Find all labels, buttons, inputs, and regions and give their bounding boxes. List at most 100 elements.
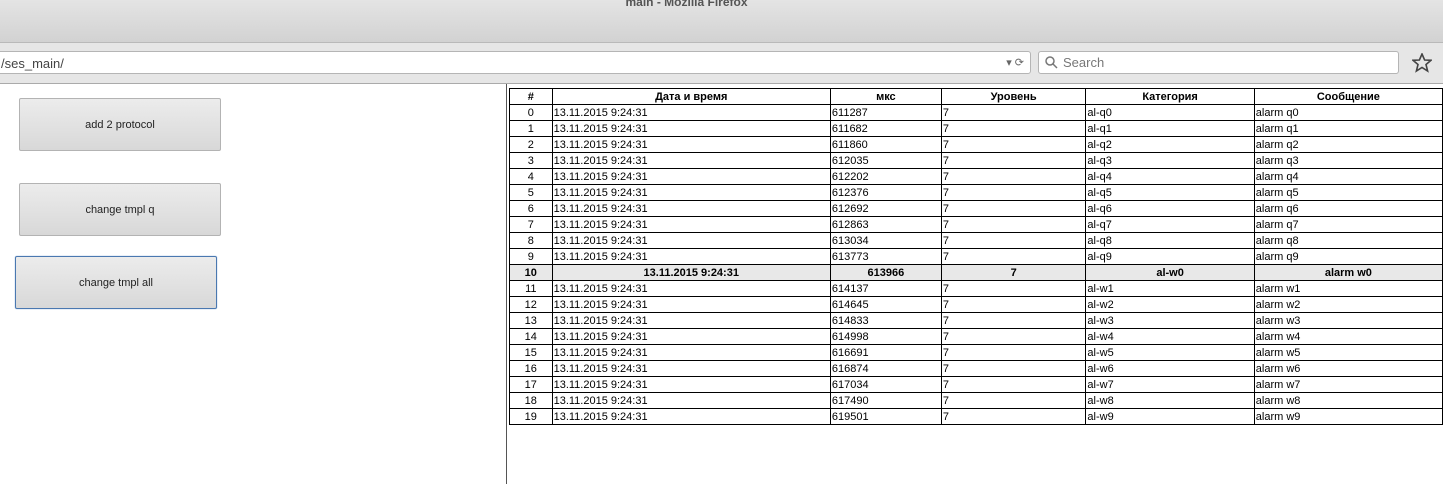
table-cell: alarm q7 (1253, 216, 1443, 233)
table-cell: al-w8 (1085, 392, 1255, 409)
table-cell: 7 (940, 264, 1087, 281)
table-cell: 7 (940, 184, 1087, 201)
table-cell: 611682 (829, 120, 942, 137)
table-cell: al-q6 (1085, 200, 1255, 217)
column-header: Уровень (940, 88, 1087, 105)
table-cell: 8 (509, 232, 553, 249)
table-cell: 612035 (829, 152, 942, 169)
table-row: 5 13.11.2015 9:24:31 612376 7 al-q5 alarm q5 (509, 184, 1443, 201)
table-row: 11 13.11.2015 9:24:31 614137 7 al-w1 alarm w1 (509, 280, 1443, 297)
table-cell: 13.11.2015 9:24:31 (551, 136, 831, 153)
table-cell: 13.11.2015 9:24:31 (551, 408, 831, 425)
table-cell: 7 (940, 104, 1087, 121)
table-cell: alarm q9 (1253, 248, 1443, 265)
table-cell: 18 (509, 392, 553, 409)
table-cell: 7 (940, 216, 1087, 233)
table-cell: 13.11.2015 9:24:31 (551, 168, 831, 185)
table-cell: al-q8 (1085, 232, 1255, 249)
table-cell: 7 (940, 168, 1087, 185)
table-cell: 614833 (829, 312, 942, 329)
table-cell: 13.11.2015 9:24:31 (551, 392, 831, 409)
table-cell: al-w1 (1085, 280, 1255, 297)
table-cell: 7 (940, 120, 1087, 137)
table-cell: 7 (940, 312, 1087, 329)
search-placeholder: Search (1063, 55, 1105, 70)
table-cell: 613034 (829, 232, 942, 249)
table-cell: 13.11.2015 9:24:31 (551, 184, 831, 201)
table-cell: alarm w0 (1253, 264, 1443, 281)
url-bar[interactable]: /ses_main/ ▾ ⟳ (0, 51, 1031, 74)
table-cell: 614645 (829, 296, 942, 313)
table-cell: al-w6 (1085, 360, 1255, 377)
table-cell: al-w2 (1085, 296, 1255, 313)
table-cell: 16 (509, 360, 553, 377)
bookmark-star[interactable] (1412, 53, 1432, 73)
table-cell: 19 (509, 408, 553, 425)
table-cell: 612863 (829, 216, 942, 233)
table-cell: al-q9 (1085, 248, 1255, 265)
table-cell: 613773 (829, 248, 942, 265)
table-cell: 17 (509, 376, 553, 393)
table-cell: 13.11.2015 9:24:31 (551, 104, 831, 121)
table-cell: 6 (509, 200, 553, 217)
table-cell: alarm q5 (1253, 184, 1443, 201)
table-cell: al-w7 (1085, 376, 1255, 393)
url-icons[interactable]: ▾ ⟳ (1006, 57, 1024, 69)
table-cell: 7 (940, 232, 1087, 249)
table-cell: alarm w5 (1253, 344, 1443, 361)
table-row: 2 13.11.2015 9:24:31 611860 7 al-q2 alarm q2 (509, 136, 1443, 153)
table-cell: 0 (509, 104, 553, 121)
table-row: 15 13.11.2015 9:24:31 616691 7 al-w5 alarm w5 (509, 344, 1443, 361)
table-cell: 616691 (829, 344, 942, 361)
button[interactable]: change tmpl q (19, 183, 221, 236)
title-bar: main - Mozilla Firefox (0, 0, 1443, 43)
table-cell: 13.11.2015 9:24:31 (551, 328, 831, 345)
table-cell: 13.11.2015 9:24:31 (551, 200, 831, 217)
nav-bar: /ses_main/ ▾ ⟳ Search (0, 43, 1443, 84)
table-row: 12 13.11.2015 9:24:31 614645 7 al-w2 alarm w2 (509, 296, 1443, 313)
table-row: 4 13.11.2015 9:24:31 612202 7 al-q4 alarm q4 (509, 168, 1443, 185)
table-cell: 7 (940, 376, 1087, 393)
table-cell: 13.11.2015 9:24:31 (551, 264, 831, 281)
table-cell: 13.11.2015 9:24:31 (551, 216, 831, 233)
table-cell: 611287 (829, 104, 942, 121)
table-row[interactable]: 10 13.11.2015 9:24:31 613966 7 al-w0 alarm w0 (509, 264, 1443, 281)
table-cell: 11 (509, 280, 553, 297)
table-cell: alarm q8 (1253, 232, 1443, 249)
table-cell: 7 (940, 248, 1087, 265)
search-box[interactable]: Search (1038, 51, 1399, 74)
table-cell: 13.11.2015 9:24:31 (551, 152, 831, 169)
table-row: 14 13.11.2015 9:24:31 614998 7 al-w4 alarm w4 (509, 328, 1443, 345)
table-cell: alarm q3 (1253, 152, 1443, 169)
table-row: 3 13.11.2015 9:24:31 612035 7 al-q3 alarm q3 (509, 152, 1443, 169)
protocol-table: # Дата и время мкс Уровень Категория Сообщени… (509, 88, 1443, 425)
table-cell: 13.11.2015 9:24:31 (551, 280, 831, 297)
table-cell: 612692 (829, 200, 942, 217)
table-cell: 619501 (829, 408, 942, 425)
table-cell: 10 (509, 264, 553, 281)
table-cell: 7 (940, 296, 1087, 313)
table-cell: al-q7 (1085, 216, 1255, 233)
table-row: 16 13.11.2015 9:24:31 616874 7 al-w6 alarm w6 (509, 360, 1443, 377)
table-row: 7 13.11.2015 9:24:31 612863 7 al-q7 alarm q7 (509, 216, 1443, 233)
header-row: # Дата и время мкс Уровень Категория Сообщени… (509, 88, 1443, 105)
button[interactable]: add 2 protocol (19, 98, 221, 151)
table-cell: 613966 (829, 264, 942, 281)
table-cell: al-q3 (1085, 152, 1255, 169)
table-cell: alarm w4 (1253, 328, 1443, 345)
column-header: # (509, 88, 553, 105)
table-cell: al-q2 (1085, 136, 1255, 153)
column-header: Сообщение (1253, 88, 1443, 105)
table-cell: 7 (940, 328, 1087, 345)
table-cell: al-w9 (1085, 408, 1255, 425)
button[interactable]: change tmpl all (15, 256, 217, 309)
table-cell: alarm q1 (1253, 120, 1443, 137)
table-cell: 7 (940, 360, 1087, 377)
table-cell: 617034 (829, 376, 942, 393)
search-icon (1045, 56, 1058, 69)
table-cell: alarm w9 (1253, 408, 1443, 425)
table-cell: 612376 (829, 184, 942, 201)
table-row: 9 13.11.2015 9:24:31 613773 7 al-q9 alarm q9 (509, 248, 1443, 265)
table-cell: al-w4 (1085, 328, 1255, 345)
